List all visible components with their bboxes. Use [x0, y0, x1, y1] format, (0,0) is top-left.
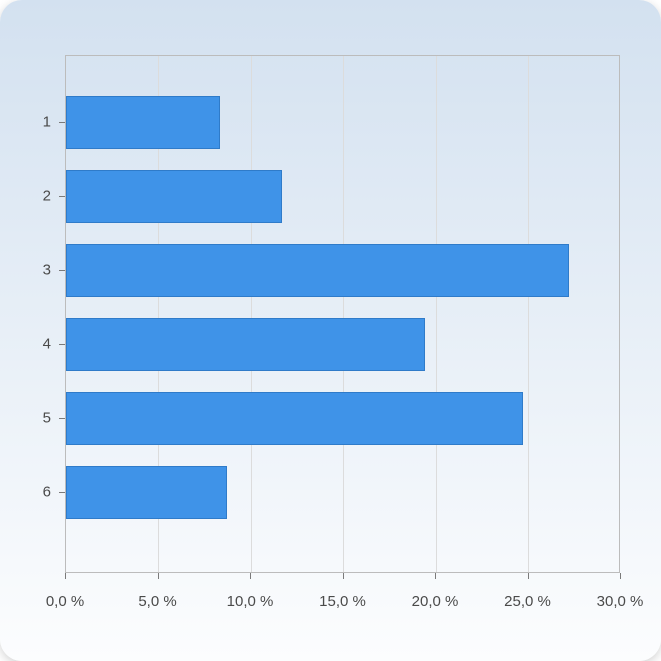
- chart-card-inner: 1234560,0 %5,0 %10,0 %15,0 %20,0 %25,0 %…: [0, 0, 661, 661]
- bar: [66, 244, 569, 297]
- bar: [66, 392, 523, 445]
- gridline: [251, 56, 252, 572]
- gridline: [436, 56, 437, 572]
- gridline: [343, 56, 344, 572]
- bar: [66, 466, 227, 519]
- bar: [66, 170, 282, 223]
- chart-card: 1234560,0 %5,0 %10,0 %15,0 %20,0 %25,0 %…: [0, 0, 661, 661]
- bar: [66, 96, 220, 149]
- bar: [66, 318, 425, 371]
- plot-area: [65, 55, 620, 573]
- gridline: [528, 56, 529, 572]
